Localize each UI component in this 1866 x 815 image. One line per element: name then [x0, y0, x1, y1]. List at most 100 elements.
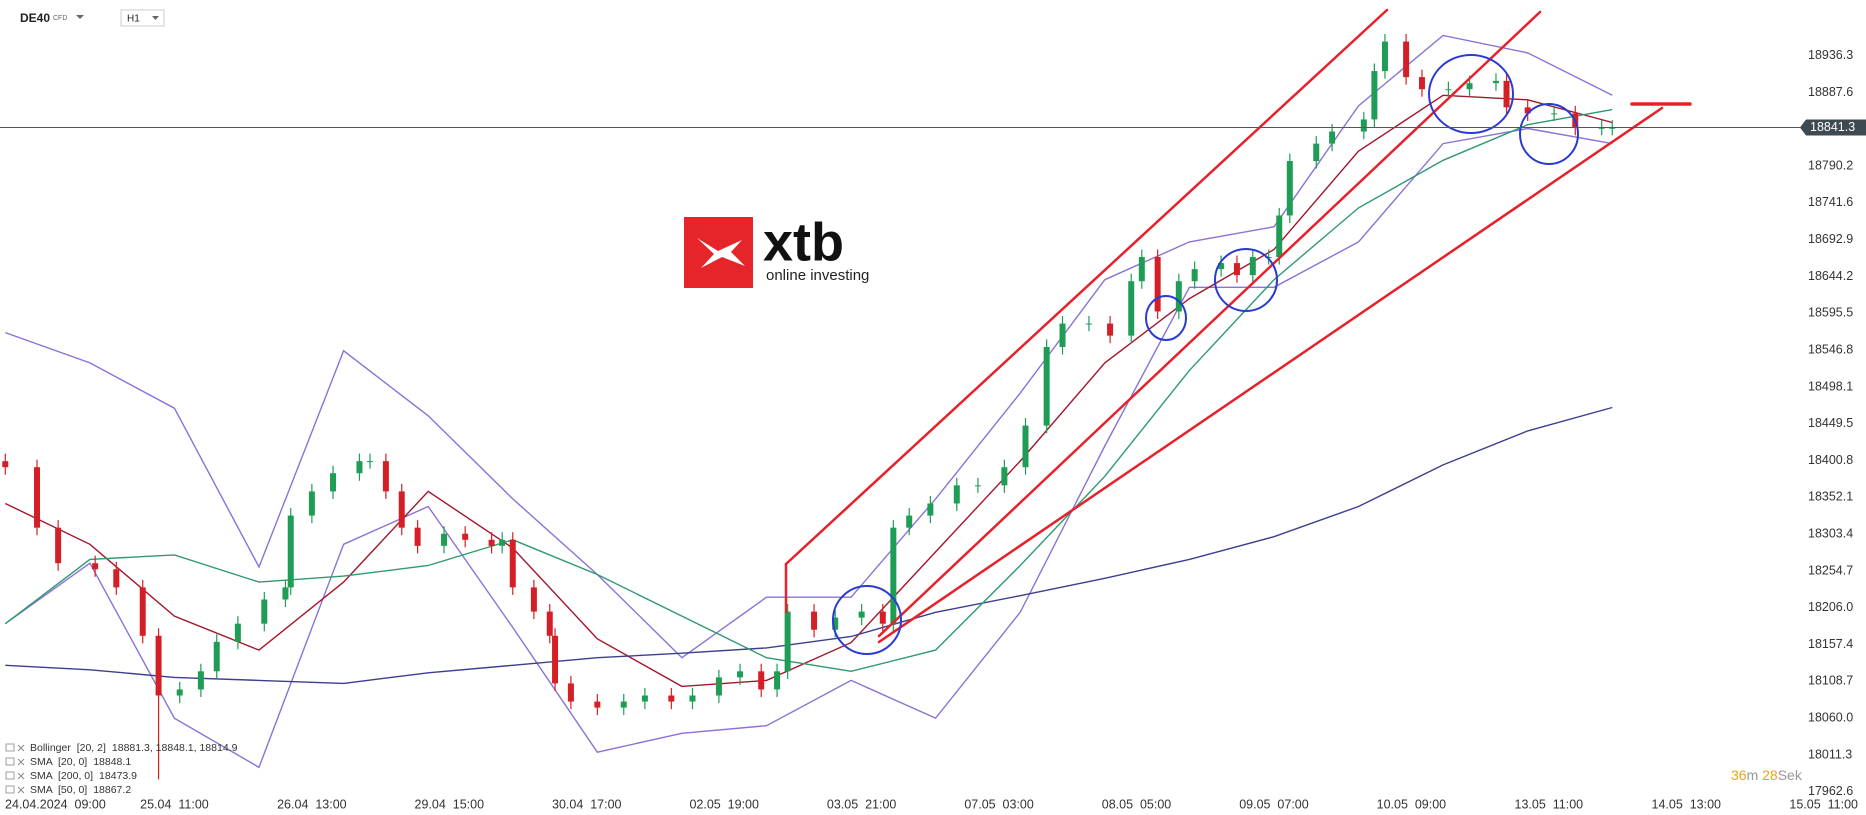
- y-tick-label: 18060.0: [1808, 710, 1853, 724]
- legend-value: 18848.1: [93, 756, 131, 768]
- logo-brand: xtb: [763, 212, 844, 272]
- candle-body: [758, 671, 765, 690]
- candle-body: [1022, 425, 1029, 468]
- candle-body: [1085, 323, 1092, 325]
- candle-body: [1059, 323, 1066, 347]
- y-tick-label: 18011.3: [1808, 747, 1852, 761]
- timeframe-dropdown[interactable]: [152, 16, 159, 20]
- candle-body: [139, 587, 146, 636]
- instrument-dropdown[interactable]: [76, 15, 84, 19]
- timeframe-select[interactable]: [120, 9, 165, 27]
- x-tick-label: 08.05 05:00: [1102, 797, 1172, 811]
- candle-body: [641, 695, 648, 702]
- legend-icon: [5, 743, 15, 752]
- x-tick-label: 29.04 15:00: [415, 797, 485, 811]
- candle-body: [953, 485, 960, 504]
- y-tick-label: 18887.6: [1808, 85, 1853, 99]
- countdown-seconds-unit: Sek: [1778, 767, 1803, 783]
- candle-body: [1249, 257, 1256, 276]
- candle-body: [414, 527, 421, 546]
- candle-body: [546, 611, 553, 636]
- channel-line: [784, 8, 1389, 566]
- x-tick-label: 25.04 11:00: [140, 797, 209, 811]
- candle-body: [1043, 346, 1050, 426]
- candle-body: [197, 671, 204, 690]
- legend-name: SMA [50, 0]: [30, 784, 87, 796]
- candle-body: [1001, 467, 1008, 486]
- candle-body: [1551, 113, 1558, 115]
- timeframe[interactable]: H1: [127, 14, 140, 25]
- y-tick-label: 18692.9: [1808, 232, 1853, 246]
- candle-body: [530, 587, 537, 612]
- candle-body: [1276, 215, 1283, 258]
- candle-body: [1445, 89, 1452, 91]
- axes: 18936.3 18887.6 18790.2 18741.6 18692.9 18644…: [0, 48, 1866, 811]
- current-price-tag: [1800, 119, 1866, 136]
- header: DE40 CFD H1: [20, 9, 165, 27]
- y-tick-label: 18157.4: [1808, 637, 1853, 651]
- instrument[interactable]: DE40: [20, 11, 50, 25]
- x-tick-label: 30.04 17:00: [552, 797, 622, 811]
- candle-body: [1381, 41, 1388, 72]
- candle-body: [509, 539, 516, 588]
- candle-body: [1360, 119, 1367, 132]
- y-tick-label: 18108.7: [1808, 674, 1853, 688]
- x-tick-label: 10.05 09:00: [1377, 797, 1447, 811]
- legend-icon: [5, 757, 15, 766]
- indicator-layer: [4, 34, 1613, 769]
- y-tick-label: 18936.3: [1808, 48, 1853, 62]
- candle-body: [330, 473, 337, 492]
- countdown: 36m 28Sek: [1731, 767, 1803, 783]
- candle-body: [261, 599, 268, 624]
- highlight-circles: [832, 54, 1579, 655]
- y-tick-label: 18644.2: [1808, 269, 1853, 283]
- candle-body: [213, 641, 220, 672]
- candle-body: [282, 587, 289, 600]
- candle-body: [832, 617, 839, 630]
- highlight: [832, 585, 902, 655]
- y-tick-label: 18352.1: [1808, 490, 1853, 504]
- candle-body: [1329, 131, 1336, 144]
- logo: xtb online investing: [684, 212, 869, 288]
- x-tick-label: 09.05 07:00: [1239, 797, 1309, 811]
- candle-body: [113, 569, 120, 588]
- candle-body: [567, 683, 574, 702]
- candle-body: [1128, 281, 1135, 336]
- x-tick-label: 14.05 13:00: [1652, 797, 1722, 811]
- candle-body: [784, 611, 791, 672]
- highlight: [1519, 103, 1579, 165]
- candle-body: [689, 695, 696, 702]
- candle-body: [715, 677, 722, 696]
- candle-body: [1524, 107, 1531, 114]
- candle-body: [552, 635, 559, 684]
- candle-body: [737, 671, 744, 678]
- legend-remove: [17, 758, 25, 766]
- legend-icon: [5, 785, 15, 794]
- candle-body: [155, 635, 162, 696]
- x-tick-label: 15.05 11:00: [1789, 797, 1858, 811]
- candle-body: [594, 701, 601, 708]
- y-tick-label: 18400.8: [1808, 453, 1853, 467]
- candle-body: [1107, 323, 1114, 336]
- legend: Bollinger [20, 2] 18881.3, 18848.1, 18814…: [5, 742, 238, 796]
- candle-body: [811, 611, 818, 630]
- bollinger-lower: [4, 127, 1613, 769]
- legend-remove: [17, 786, 25, 794]
- candle-body: [1154, 257, 1161, 312]
- candle-body: [927, 503, 934, 516]
- candle-body: [488, 539, 495, 546]
- sma-line: [4, 94, 1613, 688]
- candle-body: [398, 491, 405, 528]
- x-tick-label: 03.05 21:00: [827, 797, 897, 811]
- y-tick-label: 18498.1: [1808, 379, 1853, 393]
- candle-body: [234, 623, 241, 642]
- candle-body: [499, 539, 506, 546]
- legend-value: 18473.9: [99, 770, 137, 782]
- candle-body: [55, 527, 62, 564]
- candle-body: [1609, 127, 1616, 129]
- candle-body: [176, 689, 183, 696]
- sma-line: [4, 108, 1613, 673]
- candle-body: [1218, 263, 1225, 270]
- logo-x: [697, 238, 745, 268]
